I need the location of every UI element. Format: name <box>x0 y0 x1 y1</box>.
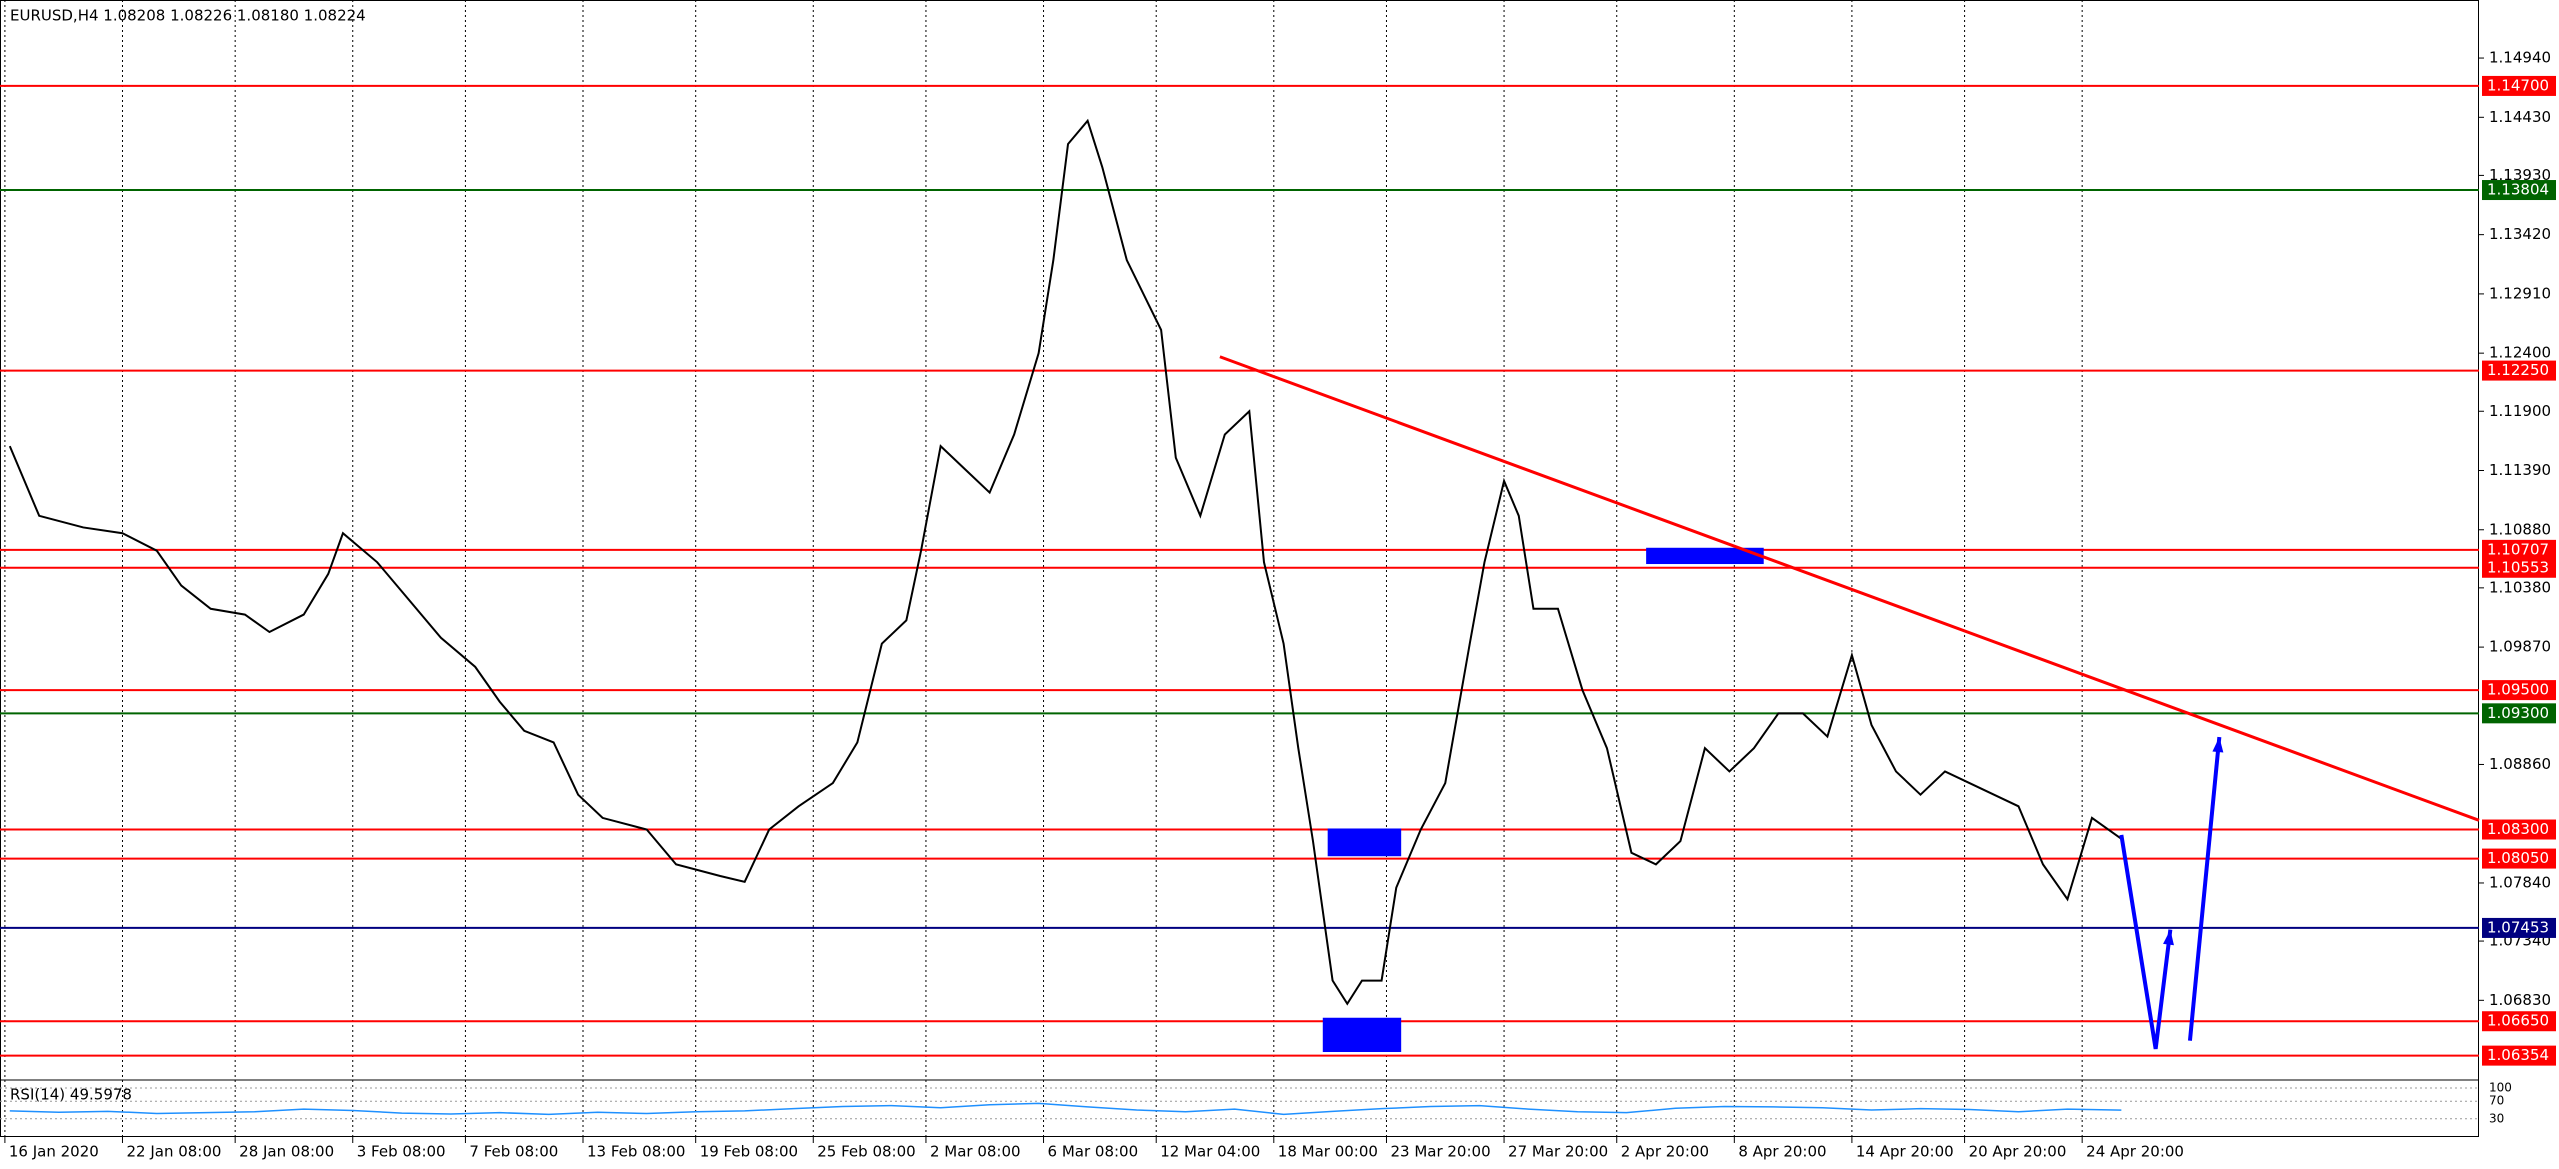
y-tick-label: 1.06830 <box>2489 991 2551 1009</box>
x-tick-label: 16 Jan 2020 <box>9 1143 99 1161</box>
level-label-bg <box>2482 1045 2556 1066</box>
x-tick-label: 13 Feb 08:00 <box>587 1143 685 1161</box>
arrow-head <box>2163 929 2174 946</box>
level-label-bg <box>2482 360 2556 381</box>
y-tick-label: 1.14940 <box>2489 49 2551 67</box>
x-tick-label: 24 Apr 20:00 <box>2086 1143 2184 1161</box>
arrow-head <box>2212 737 2224 753</box>
level-label-bg <box>2482 680 2556 701</box>
x-tick-label: 14 Apr 20:00 <box>1856 1143 1954 1161</box>
x-tick-label: 22 Jan 08:00 <box>126 1143 221 1161</box>
level-label-bg <box>2482 848 2556 869</box>
level-label-bg <box>2482 557 2556 578</box>
x-tick-label: 12 Mar 04:00 <box>1160 1143 1260 1161</box>
level-label: 1.06354 <box>2487 1046 2549 1064</box>
level-label: 1.09300 <box>2487 704 2549 722</box>
y-tick-label: 1.13420 <box>2489 225 2551 243</box>
level-label: 1.12250 <box>2487 361 2549 379</box>
trendline <box>1219 355 2480 822</box>
rsi-title: RSI(14) 49.5978 <box>10 1086 132 1104</box>
y-tick-label: 1.07840 <box>2489 873 2551 891</box>
level-label-bg <box>2482 180 2556 201</box>
x-tick-label: 27 Mar 20:00 <box>1508 1143 1608 1161</box>
zone <box>1646 547 1764 565</box>
level-label: 1.10707 <box>2487 540 2549 558</box>
level-label: 1.07453 <box>2487 918 2549 936</box>
x-tick-label: 7 Feb 08:00 <box>469 1143 558 1161</box>
x-tick-label: 2 Apr 20:00 <box>1621 1143 1709 1161</box>
level-label: 1.08050 <box>2487 849 2549 867</box>
level-label: 1.08300 <box>2487 820 2549 838</box>
x-tick-label: 25 Feb 08:00 <box>817 1143 915 1161</box>
level-label-bg <box>2482 1011 2556 1032</box>
level-label-bg <box>2482 75 2556 96</box>
rsi-line <box>9 1102 2122 1116</box>
level-label: 1.06650 <box>2487 1012 2549 1030</box>
level-label-bg <box>2482 819 2556 840</box>
rsi-tick-label: 30 <box>2489 1111 2504 1125</box>
y-tick-label: 1.14430 <box>2489 108 2551 126</box>
level-label: 1.10553 <box>2487 558 2549 576</box>
x-tick-label: 20 Apr 20:00 <box>1969 1143 2067 1161</box>
rsi-tick-label: 70 <box>2489 1094 2504 1108</box>
y-tick-label: 1.08860 <box>2489 755 2551 773</box>
y-tick-label: 1.12910 <box>2489 284 2551 302</box>
x-tick-label: 18 Mar 00:00 <box>1278 1143 1378 1161</box>
y-tick-label: 1.11900 <box>2489 402 2551 420</box>
forecast-arrow <box>2187 736 2222 1041</box>
level-label: 1.13804 <box>2487 181 2549 199</box>
level-label-bg <box>2482 917 2556 938</box>
forecast-arrow <box>2119 834 2173 1050</box>
chart-title: EURUSD,H4 1.08208 1.08226 1.08180 1.0822… <box>10 7 366 25</box>
y-tick-label: 1.10380 <box>2489 578 2551 596</box>
y-tick-label: 1.13930 <box>2489 166 2551 184</box>
x-tick-label: 3 Feb 08:00 <box>357 1143 446 1161</box>
x-tick-label: 28 Jan 08:00 <box>239 1143 334 1161</box>
zone <box>1322 1017 1402 1053</box>
rsi-tick-label: 100 <box>2489 1081 2512 1095</box>
level-label-bg <box>2482 703 2556 724</box>
level-label: 1.09500 <box>2487 681 2549 699</box>
y-tick-label: 1.09870 <box>2489 638 2551 656</box>
x-tick-label: 19 Feb 08:00 <box>700 1143 798 1161</box>
y-tick-label: 1.10880 <box>2489 520 2551 538</box>
y-tick-label: 1.12400 <box>2489 344 2551 362</box>
level-label: 1.14700 <box>2487 76 2549 94</box>
x-tick-label: 23 Mar 20:00 <box>1390 1143 1490 1161</box>
x-tick-label: 8 Apr 20:00 <box>1738 1143 1826 1161</box>
x-tick-label: 6 Mar 08:00 <box>1048 1143 1139 1161</box>
y-tick-label: 1.11390 <box>2489 461 2551 479</box>
price-line <box>8 118 2122 1006</box>
zone <box>1327 828 1402 857</box>
x-tick-label: 2 Mar 08:00 <box>930 1143 1021 1161</box>
level-label-bg <box>2482 539 2556 560</box>
